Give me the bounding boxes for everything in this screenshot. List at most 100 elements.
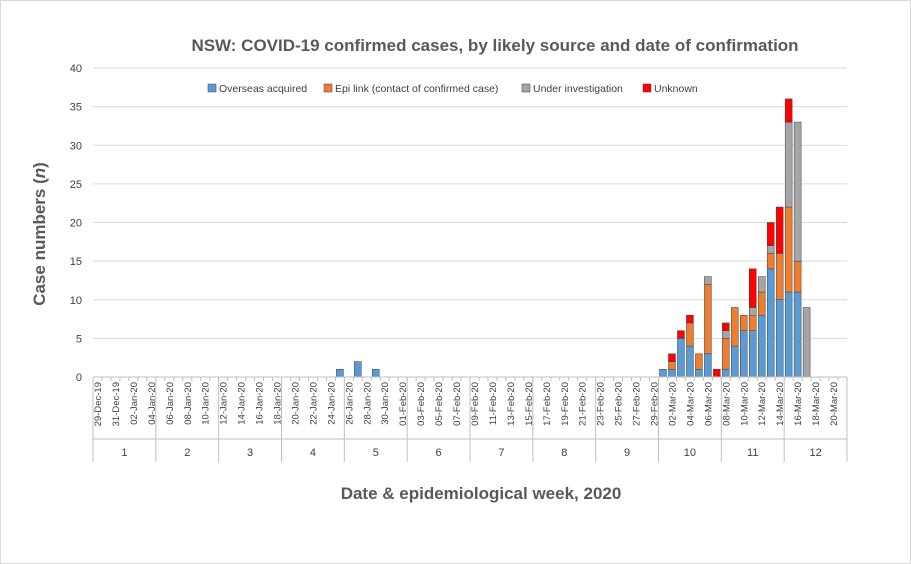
bar-segment xyxy=(740,314,748,331)
bar-segment xyxy=(659,369,667,378)
x-tick-label: 09-Feb-20 xyxy=(470,382,481,426)
x-tick-label: 29-Feb-20 xyxy=(650,382,661,426)
x-tick-label: 07-Feb-20 xyxy=(452,382,463,426)
x-tick-label: 29-Dec-19 xyxy=(93,382,104,426)
bar-segment xyxy=(668,361,676,370)
x-tick-label: 26-Jan-20 xyxy=(344,382,355,425)
y-tick-label: 35 xyxy=(70,102,82,114)
x-tick-label: 01-Feb-20 xyxy=(398,382,409,426)
bar-segment xyxy=(713,369,721,378)
x-tick-label: 15-Feb-20 xyxy=(524,382,535,426)
bar-segment xyxy=(766,253,775,270)
x-tick-label: 02-Mar-20 xyxy=(668,382,679,426)
bar-segment xyxy=(686,314,694,324)
bar-segment xyxy=(749,268,757,308)
week-label: 2 xyxy=(184,447,190,459)
x-tick-label: 16-Jan-20 xyxy=(255,382,266,425)
x-tick-label: 11-Feb-20 xyxy=(488,382,499,425)
legend-swatch xyxy=(521,83,531,93)
bar-segment xyxy=(775,253,784,300)
bar-segment xyxy=(775,299,784,378)
x-tick-label: 17-Feb-20 xyxy=(542,382,553,426)
x-tick-label: 06-Mar-20 xyxy=(703,382,714,426)
x-tick-label: 14-Mar-20 xyxy=(775,382,786,426)
bar-segment xyxy=(722,330,730,339)
x-tick-label: 12-Jan-20 xyxy=(219,382,230,425)
y-tick-label: 40 xyxy=(70,63,82,75)
bar-segment xyxy=(695,369,703,378)
x-tick-label: 23-Feb-20 xyxy=(596,382,607,426)
x-tick-label: 18-Mar-20 xyxy=(811,382,822,426)
x-tick-label: 16-Mar-20 xyxy=(793,382,804,426)
x-tick-label: 19-Feb-20 xyxy=(560,382,571,426)
legend-label: Epi link (contact of confirmed case) xyxy=(335,83,498,95)
y-tick-label: 20 xyxy=(70,218,82,230)
bar-segment xyxy=(775,206,784,254)
x-tick-label: 04-Jan-20 xyxy=(147,382,158,425)
week-label: 5 xyxy=(373,447,379,459)
x-tick-label: 27-Feb-20 xyxy=(632,382,643,426)
bar-segment xyxy=(749,314,757,331)
x-tick-label: 08-Jan-20 xyxy=(183,382,194,425)
x-tick-label: 13-Feb-20 xyxy=(506,382,517,426)
legend-swatch xyxy=(207,83,217,93)
bar-segment xyxy=(793,121,802,262)
week-label: 6 xyxy=(436,447,442,459)
x-axis: 29-Dec-19 31-Dec-19 02-Jan-20 04-Jan-20 06-J… xyxy=(92,376,848,462)
x-tick-label: 30-Jan-20 xyxy=(380,382,391,425)
x-tick-label: 18-Jan-20 xyxy=(273,382,284,425)
bar-segment xyxy=(722,369,730,378)
bar-segment xyxy=(802,307,811,378)
bar-segment xyxy=(757,291,766,316)
y-tick-label: 25 xyxy=(70,179,82,191)
bar-segment xyxy=(722,322,730,331)
x-tick-label: 08-Mar-20 xyxy=(721,382,732,426)
bar-segment xyxy=(704,276,712,285)
bar-segment xyxy=(740,330,748,378)
x-tick-label: 12-Mar-20 xyxy=(757,382,768,426)
bars xyxy=(336,98,811,378)
x-tick-label: 20-Mar-20 xyxy=(829,382,840,426)
bar-segment xyxy=(784,121,793,208)
x-tick-label: 03-Feb-20 xyxy=(416,382,427,426)
bar-segment xyxy=(336,369,344,378)
y-gridlines xyxy=(93,67,847,378)
x-tick-label: 22-Jan-20 xyxy=(308,382,319,425)
legend: Overseas acquired Epi link (contact of co… xyxy=(207,83,698,95)
bar-segment xyxy=(757,276,766,293)
y-tick-label: 15 xyxy=(70,256,82,268)
bar-segment xyxy=(757,314,766,378)
bar-segment xyxy=(731,307,739,347)
x-tick-label: 25-Feb-20 xyxy=(614,382,625,426)
x-tick-label: 06-Jan-20 xyxy=(165,382,176,425)
bar-segment xyxy=(793,260,802,293)
legend-label: Overseas acquired xyxy=(219,83,307,95)
week-label: 1 xyxy=(121,447,127,459)
bar-segment xyxy=(668,369,676,378)
week-label: 3 xyxy=(247,447,253,459)
y-tick-label: 10 xyxy=(70,295,82,307)
week-label: 9 xyxy=(624,447,630,459)
x-tick-label: 02-Jan-20 xyxy=(129,382,140,425)
chart-title: NSW: COVID-19 confirmed cases, by likely… xyxy=(191,36,798,55)
week-label: 8 xyxy=(561,447,567,459)
bar-segment xyxy=(354,361,362,378)
x-tick-label: 24-Jan-20 xyxy=(326,382,337,425)
legend-swatch xyxy=(642,83,652,93)
y-tick-label: 5 xyxy=(76,333,82,345)
x-tick-label: 05-Feb-20 xyxy=(434,382,445,426)
x-tick-label: 10-Mar-20 xyxy=(739,382,750,426)
bar-segment xyxy=(749,330,757,378)
x-axis-title: Date & epidemiological week, 2020 xyxy=(341,484,622,503)
x-tick-label: 04-Mar-20 xyxy=(685,382,696,426)
x-tick-label: 28-Jan-20 xyxy=(362,382,373,425)
bar-segment xyxy=(766,222,775,246)
x-tick-label: 21-Feb-20 xyxy=(578,382,589,426)
legend-label: Under investigation xyxy=(533,83,623,95)
bar-segment xyxy=(704,284,712,355)
bar-segment xyxy=(766,268,775,378)
week-label: 12 xyxy=(809,447,821,459)
y-tick-label: 0 xyxy=(76,372,82,384)
